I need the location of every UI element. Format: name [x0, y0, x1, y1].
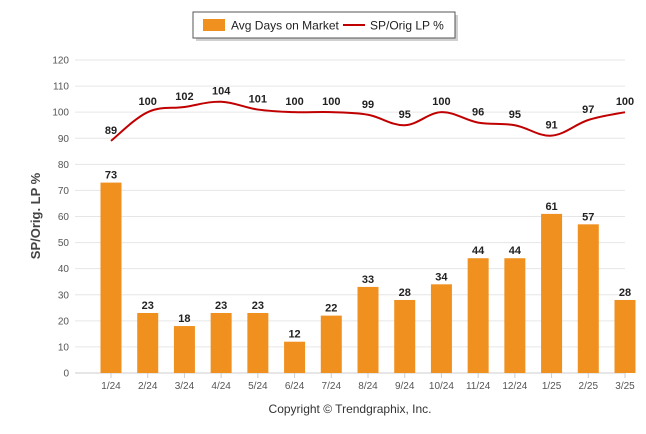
line-series: [110, 100, 626, 142]
bar-value-label: 12: [288, 329, 300, 341]
bar-value-label: 44: [472, 245, 485, 257]
bar-value-label: 28: [619, 287, 631, 299]
legend-line-label: SP/Orig LP %: [370, 19, 444, 33]
bar-value-label: 23: [252, 300, 264, 312]
x-tick-label: 2/24: [138, 381, 158, 392]
bar: [137, 313, 159, 373]
bar-value-label: 22: [325, 303, 337, 315]
line-value-label: 100: [322, 96, 340, 108]
bar-value-label: 33: [362, 274, 374, 286]
bar: [577, 224, 599, 373]
bar-value-label: 28: [399, 287, 411, 299]
line-value-label: 99: [362, 99, 374, 111]
x-tick-label: 1/25: [542, 381, 562, 392]
x-tick-label: 10/24: [429, 381, 454, 392]
x-tick-label: 11/24: [466, 381, 491, 392]
bar: [320, 315, 342, 373]
bar-value-label: 73: [105, 170, 117, 182]
x-axis-ticks: 1/24 2/24 3/24 4/24 5/24 6/24 7/24 8/24 9/24 10/2…: [101, 373, 635, 392]
bar-value-label: 44: [509, 245, 522, 257]
y-tick-label: 120: [52, 56, 69, 67]
x-tick-label: 12/24: [502, 381, 527, 392]
x-tick-label: 2/25: [579, 381, 599, 392]
bar: [467, 258, 489, 373]
line-value-label: 96: [472, 107, 484, 119]
x-tick-label: 5/24: [248, 381, 268, 392]
copyright-credit: Copyright © Trendgraphix, Inc.: [269, 402, 432, 416]
y-tick-label: 90: [58, 134, 70, 145]
bar: [394, 299, 416, 373]
line-value-label: 91: [545, 120, 557, 132]
x-tick-label: 7/24: [322, 381, 342, 392]
line-value-label: 100: [139, 96, 157, 108]
bar-value-label: 61: [545, 201, 557, 213]
bar-value-label: 34: [435, 271, 448, 283]
bar: [357, 286, 379, 373]
legend-box: [192, 11, 456, 39]
bar-value-label: 23: [142, 300, 154, 312]
legend-bar-swatch: [203, 19, 225, 31]
line-value-label: 100: [616, 96, 634, 108]
y-tick-label: 110: [53, 82, 69, 93]
y-tick-label: 0: [63, 369, 69, 380]
bar: [210, 313, 232, 373]
bar: [504, 258, 526, 373]
y-tick-label: 20: [58, 316, 70, 327]
y-tick-label: 70: [58, 186, 70, 197]
line-value-label: 100: [285, 96, 303, 108]
bar: [100, 182, 122, 373]
x-tick-label: 4/24: [211, 381, 231, 392]
y-tick-label: 80: [58, 160, 70, 171]
y-axis-label: SP/Orig. LP %: [28, 172, 43, 259]
bar-value-label: 23: [215, 300, 227, 312]
sp-orig-lp-line: [110, 100, 626, 142]
bar: [430, 284, 452, 373]
bar-series: [100, 182, 636, 373]
y-tick-label: 60: [58, 212, 70, 223]
bar-value-label: 18: [178, 313, 190, 325]
legend-bar-label: Avg Days on Market: [231, 19, 339, 33]
x-tick-label: 9/24: [395, 381, 415, 392]
line-value-label: 101: [249, 94, 267, 106]
line-value-label: 102: [175, 91, 193, 103]
y-tick-label: 30: [58, 290, 70, 301]
line-value-label: 100: [432, 96, 450, 108]
x-tick-label: 8/24: [358, 381, 378, 392]
bar: [541, 213, 563, 373]
y-tick-label: 10: [58, 342, 70, 353]
data-labels: 73 23 18 23 23 12 22 33 28 34 44 44 61 57 28 89 100 102 10…: [105, 86, 634, 341]
x-tick-label: 3/25: [615, 381, 635, 392]
bar-value-label: 57: [582, 211, 594, 223]
x-tick-label: 3/24: [175, 381, 195, 392]
line-value-label: 89: [105, 125, 117, 137]
legend: Avg Days on Market SP/Orig LP %: [192, 11, 458, 41]
line-value-label: 95: [399, 109, 411, 121]
bar: [614, 299, 636, 373]
line-value-label: 104: [212, 86, 231, 98]
bar: [173, 326, 195, 373]
y-axis-ticks: 0 10 20 30 40 50 60 70 80 90 100 110 120: [52, 56, 69, 380]
y-tick-label: 40: [58, 264, 70, 275]
bar: [284, 341, 306, 373]
bar: [247, 313, 269, 373]
line-value-label: 97: [582, 104, 594, 116]
x-tick-label: 6/24: [285, 381, 305, 392]
y-tick-label: 100: [52, 108, 69, 119]
y-tick-label: 50: [58, 238, 70, 249]
grid-lines: [75, 59, 625, 348]
line-value-label: 95: [509, 109, 521, 121]
x-tick-label: 1/24: [101, 381, 121, 392]
